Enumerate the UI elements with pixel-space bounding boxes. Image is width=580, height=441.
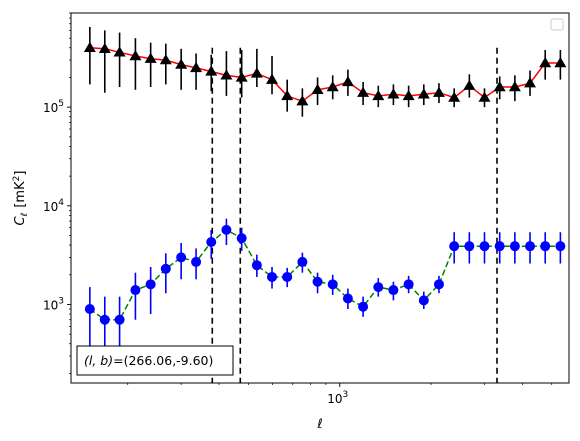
series-1-point	[417, 88, 430, 99]
series-2-point	[509, 241, 520, 252]
series-1-point	[539, 57, 552, 68]
series-1-point	[432, 86, 445, 97]
series-1-point	[159, 54, 172, 65]
series-1	[83, 26, 567, 117]
series-1-point	[190, 61, 203, 73]
series-2-point	[494, 241, 505, 252]
y-tick-label: 104	[43, 198, 64, 214]
plot-area	[71, 13, 569, 383]
series-1-point	[296, 95, 309, 106]
series-2-point	[433, 279, 444, 290]
x-axis-label: ℓ	[316, 417, 322, 432]
series-2-point	[114, 314, 125, 325]
series-2-point	[464, 241, 475, 252]
axes-frame	[70, 12, 570, 384]
series-2-point	[403, 279, 414, 290]
series-1-point	[250, 67, 263, 78]
y-tick-label: 103	[43, 296, 64, 312]
series-2-point	[358, 301, 369, 312]
series-1-point	[205, 65, 218, 76]
series-1-point	[129, 49, 142, 61]
series-1-point	[463, 79, 476, 90]
series-2-point	[251, 260, 262, 271]
y-tick-base: 10	[43, 298, 58, 312]
series-2-point	[388, 285, 399, 296]
series-2-point	[342, 293, 353, 304]
series-1-point	[83, 41, 96, 52]
series-1-point	[402, 89, 415, 101]
y-axis-label-main: C	[13, 215, 28, 225]
series-layer	[83, 26, 567, 364]
series-2-point	[540, 241, 551, 252]
series-2-point	[327, 279, 338, 290]
y-axis-label-unit: [mK	[13, 181, 28, 208]
series-1-point	[175, 58, 188, 69]
series-2-point	[555, 241, 566, 252]
annotation-text: (l, b)=(266.06,-9.60)	[84, 353, 213, 368]
series-2	[84, 218, 566, 364]
y-tick-base: 10	[43, 200, 58, 214]
axis-ticks	[67, 12, 553, 387]
series-2-point	[176, 252, 187, 263]
series-2-point	[99, 314, 110, 325]
y-tick-label: 105	[43, 99, 64, 115]
series-1-point	[493, 81, 506, 92]
series-2-point	[297, 256, 308, 267]
series-2-point	[267, 271, 278, 282]
y-axis-label-unit-sup: 2	[12, 176, 22, 182]
series-1-point	[311, 83, 324, 94]
series-2-point	[206, 236, 217, 247]
series-1-point	[341, 75, 354, 87]
x-tick-exponent: 3	[343, 390, 349, 400]
series-1-point	[478, 91, 491, 102]
y-tick-exponent: 4	[58, 198, 64, 208]
series-2-point	[312, 276, 323, 287]
y-tick-exponent: 5	[58, 99, 64, 109]
series-1-point	[357, 86, 370, 97]
plot-background	[71, 13, 569, 383]
series-2-point	[418, 295, 429, 306]
series-1-point	[372, 89, 385, 101]
series-1-point	[98, 42, 111, 54]
y-tick-exponent: 3	[58, 296, 64, 306]
annotation-box: (l, b)=(266.06,-9.60)	[76, 345, 234, 376]
y-axis-label: Cℓ [mK2]	[12, 171, 30, 226]
series-1-point	[113, 46, 126, 57]
series-1-point	[508, 81, 521, 92]
series-2-point	[282, 271, 293, 282]
series-2-point	[84, 303, 95, 314]
series-1-point	[387, 88, 400, 99]
series-1-point	[448, 91, 461, 102]
series-1-point	[524, 77, 537, 88]
series-2-point	[130, 285, 141, 296]
series-1-point	[220, 69, 233, 80]
series-2-point	[373, 282, 384, 293]
legend-box	[550, 18, 564, 31]
annotation-frame	[76, 345, 234, 376]
series-1-point	[281, 89, 294, 101]
vertical-lines	[211, 47, 498, 383]
series-2-point	[525, 241, 536, 252]
series-2-point	[449, 241, 460, 252]
series-1-point	[326, 81, 339, 92]
series-2-point	[160, 263, 171, 274]
series-2-point	[191, 256, 202, 267]
y-tick-base: 10	[43, 101, 58, 115]
series-1-point	[235, 71, 248, 82]
series-2-point	[236, 233, 247, 244]
series-1-point	[266, 73, 279, 84]
series-2-point	[221, 224, 232, 235]
x-tick-label: 103	[327, 390, 348, 406]
annotation-italic: (l, b)	[84, 353, 113, 368]
series-1-point	[144, 52, 157, 63]
series-2-point	[479, 241, 490, 252]
annotation-value: =(266.06,-9.60)	[113, 353, 213, 368]
series-2-point	[145, 279, 156, 290]
x-tick-base: 10	[327, 392, 342, 406]
series-1-point	[554, 57, 567, 68]
y-axis-label-subscript: ℓ	[20, 213, 30, 218]
y-axis-label-unit-close: ]	[13, 171, 28, 176]
